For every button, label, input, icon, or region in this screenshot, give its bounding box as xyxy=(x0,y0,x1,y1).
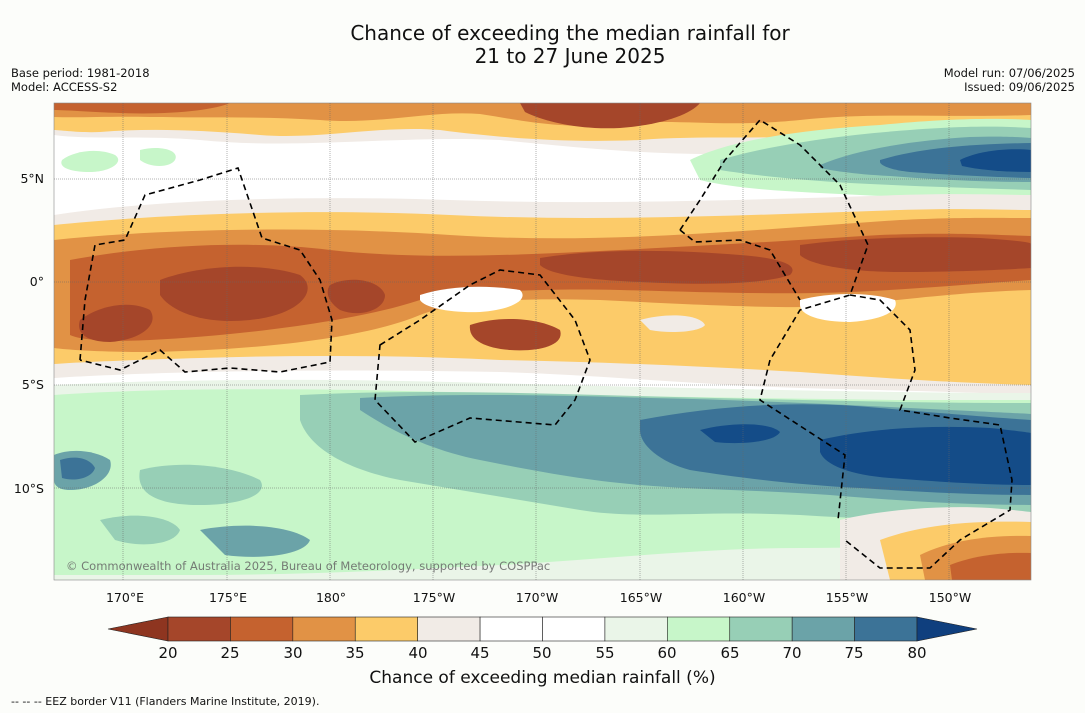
lat-label-10s: 10°S xyxy=(13,481,44,496)
model-run-text: Model run: 07/06/2025 xyxy=(943,66,1075,80)
lat-label-5s: 5°S xyxy=(21,377,44,392)
meta-left: Base period: 1981-2018 Model: ACCESS-S2 xyxy=(11,66,150,94)
south-west-wet-5 xyxy=(200,525,310,557)
north-wet-west xyxy=(61,150,119,172)
north-band-darkest-west xyxy=(54,103,230,114)
base-period-text: Base period: 1981-2018 xyxy=(11,66,150,80)
equator-white-patch-3 xyxy=(640,315,705,333)
south-west-wet-3 xyxy=(139,464,262,505)
colorbar-tick-75: 75 xyxy=(844,644,864,662)
colorbar-tick-50: 50 xyxy=(532,644,552,662)
lon-label-165w: 165°W xyxy=(619,590,663,605)
equator-band-darkest-2 xyxy=(79,304,153,342)
south-band-deepest-2 xyxy=(700,424,780,444)
lon-label-155w: 155°W xyxy=(825,590,869,605)
issued-text: Issued: 09/06/2025 xyxy=(964,80,1075,94)
equator-band-brown xyxy=(70,233,1031,341)
eez-border-line-islands-top xyxy=(679,229,801,301)
equator-white-patch xyxy=(420,286,523,313)
colorbar-tick-25: 25 xyxy=(220,644,240,662)
lon-label-160w: 160°W xyxy=(722,590,766,605)
map-field xyxy=(54,103,1031,580)
lat-label-5n: 5°N xyxy=(20,171,44,186)
lon-label-170e: 170°E xyxy=(105,590,144,605)
meta-right: Model run: 07/06/2025 Issued: 09/06/2025 xyxy=(944,66,1075,94)
equator-white-patch-2 xyxy=(800,294,896,322)
eez-border-line-islands-south xyxy=(844,294,1013,569)
colorbar-tick-60: 60 xyxy=(657,644,677,662)
colorbar-tick-20: 20 xyxy=(158,644,178,662)
eez-footnote: -- -- -- EEZ border V11 (Flanders Marine… xyxy=(11,695,320,708)
colorbar-tick-65: 65 xyxy=(720,644,740,662)
colorbar-tick-35: 35 xyxy=(345,644,365,662)
copyright-credit: © Commonwealth of Australia 2025, Bureau… xyxy=(66,559,551,573)
title-line-2: 21 to 27 June 2025 xyxy=(474,44,666,68)
colorbar-tick-70: 70 xyxy=(782,644,802,662)
south-west-wet-2 xyxy=(60,457,95,480)
graticule xyxy=(54,103,1031,580)
equator-band-darkest-1 xyxy=(160,266,308,321)
eez-border-line-islands-north xyxy=(679,118,869,521)
equator-band-darkest-6 xyxy=(327,279,385,314)
equator-band-darkest-4 xyxy=(800,237,1031,272)
eez-border-kiribati-gilberts xyxy=(79,167,333,373)
equator-band-darkest-3 xyxy=(540,250,793,284)
colorbar-tick-40: 40 xyxy=(408,644,428,662)
lon-label-170w: 170°W xyxy=(515,590,559,605)
colorbar-tick-55: 55 xyxy=(595,644,615,662)
lat-label-0: 0° xyxy=(29,274,44,289)
colorbar-title: Chance of exceeding median rainfall (%) xyxy=(369,668,716,688)
south-west-wet-4 xyxy=(100,515,180,545)
lon-label-180: 180° xyxy=(315,590,347,605)
map-title: Chance of exceeding the median rainfall … xyxy=(0,22,1085,68)
colorbar-tick-80: 80 xyxy=(907,644,927,662)
colorbar-tick-30: 30 xyxy=(283,644,303,662)
colorbar-tick-45: 45 xyxy=(470,644,490,662)
south-band-deepest xyxy=(820,426,1031,485)
southeast-dry-darker xyxy=(950,552,1031,580)
north-band-darkest xyxy=(520,103,700,129)
eez-borders xyxy=(79,118,1013,569)
model-text: Model: ACCESS-S2 xyxy=(11,80,118,94)
eez-border-phoenix xyxy=(374,269,591,443)
north-wet-west-2 xyxy=(140,148,176,166)
lon-label-175e: 175°E xyxy=(208,590,247,605)
equator-band-darkest-5 xyxy=(469,318,561,351)
title-line-1: Chance of exceeding the median rainfall … xyxy=(350,21,790,45)
map-frame xyxy=(53,102,1032,581)
lon-label-150w: 150°W xyxy=(928,590,972,605)
lon-label-175w: 175°W xyxy=(412,590,456,605)
north-wet-east-deepest xyxy=(960,149,1031,172)
